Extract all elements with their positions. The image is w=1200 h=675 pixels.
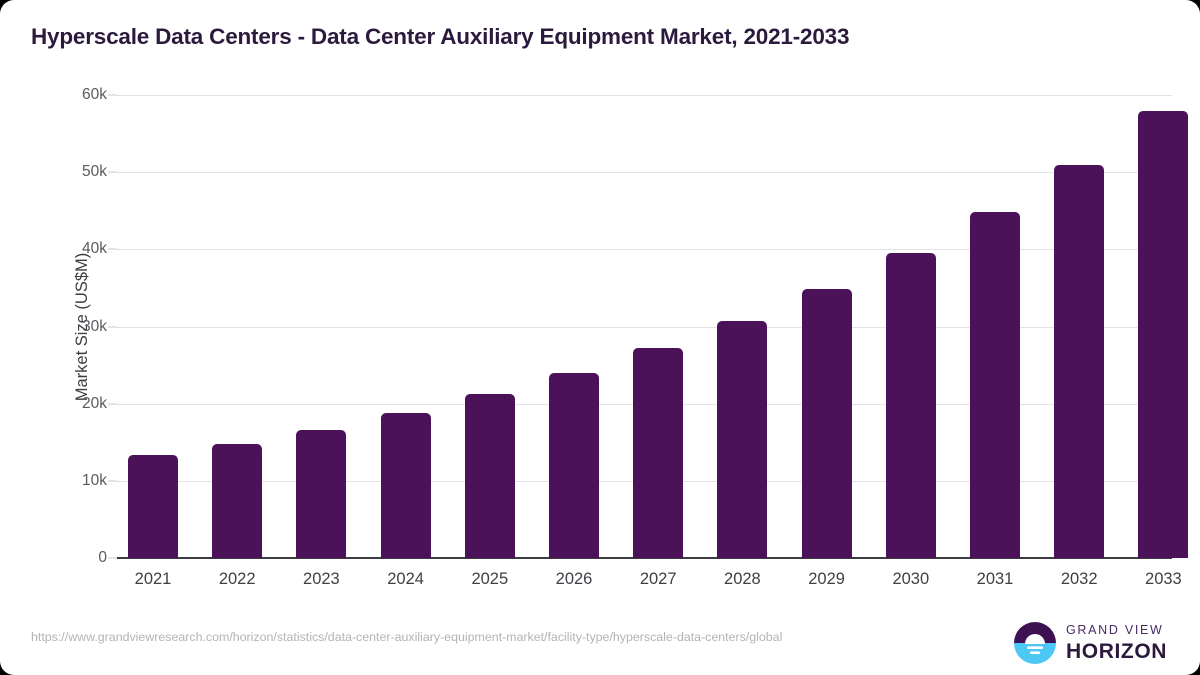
gridline	[117, 326, 1172, 328]
logo-brand-top: GRAND VIEW	[1066, 623, 1164, 638]
x-tick-label: 2021	[134, 570, 172, 588]
y-tick-mark	[108, 326, 117, 327]
x-tick-label: 2032	[1060, 570, 1098, 588]
y-tick-label: 20k	[82, 394, 107, 412]
bar[interactable]	[970, 211, 1020, 558]
bar[interactable]	[717, 321, 768, 558]
gridline	[117, 172, 1172, 174]
y-tick-label: 50k	[82, 163, 107, 181]
bar[interactable]	[1138, 111, 1189, 558]
logo-brand-bottom: HORIZON	[1066, 639, 1168, 663]
gridline	[117, 95, 1172, 96]
x-tick-label: 2028	[724, 570, 761, 588]
bar[interactable]	[128, 455, 178, 558]
bar[interactable]	[380, 412, 431, 558]
grand-view-horizon-logo: GRAND VIEW HORIZON	[1013, 620, 1168, 666]
x-tick-label: 2029	[808, 570, 845, 588]
y-tick-mark	[108, 248, 117, 250]
bar[interactable]	[801, 289, 852, 558]
plot-area	[117, 95, 1189, 559]
y-tick-label: 0	[98, 549, 107, 566]
y-tick-mark	[108, 480, 117, 482]
x-axis-line	[117, 557, 1172, 559]
bar[interactable]	[464, 394, 515, 558]
x-tick-label: 2031	[976, 570, 1014, 588]
x-tick-label: 2030	[892, 570, 930, 588]
x-tick-label: 2026	[555, 570, 593, 588]
bar[interactable]	[1054, 165, 1105, 558]
y-tick-label: 60k	[82, 86, 107, 103]
y-tick-mark	[108, 94, 117, 96]
y-tick-mark	[108, 171, 117, 173]
logo-wordmark: GRAND VIEW HORIZON	[1066, 624, 1167, 662]
bar[interactable]	[633, 348, 684, 558]
x-tick-label: 2033	[1145, 570, 1182, 588]
x-tick-label: 2027	[639, 570, 677, 588]
y-tick-mark	[108, 403, 117, 405]
y-axis-ticks: 0 10k 20k 30k 40k 50k 60k	[0, 0, 117, 675]
x-tick-label: 2024	[387, 570, 424, 588]
x-tick-label: 2023	[303, 570, 340, 588]
horizon-sun-logo-icon	[1014, 622, 1056, 664]
page-title: Hyperscale Data Centers - Data Center Au…	[31, 24, 850, 49]
y-tick-mark	[108, 557, 117, 559]
source-url[interactable]: https://www.grandviewresearch.com/horizo…	[31, 630, 783, 644]
y-tick-label: 30k	[82, 317, 107, 335]
gridline	[117, 249, 1172, 251]
x-tick-label: 2025	[471, 570, 509, 588]
y-tick-label: 10k	[82, 471, 107, 489]
bar[interactable]	[885, 253, 936, 558]
y-tick-label: 40k	[82, 240, 107, 258]
bar[interactable]	[212, 443, 263, 558]
bar[interactable]	[296, 429, 347, 558]
bar[interactable]	[549, 372, 599, 558]
x-tick-label: 2022	[218, 570, 256, 588]
